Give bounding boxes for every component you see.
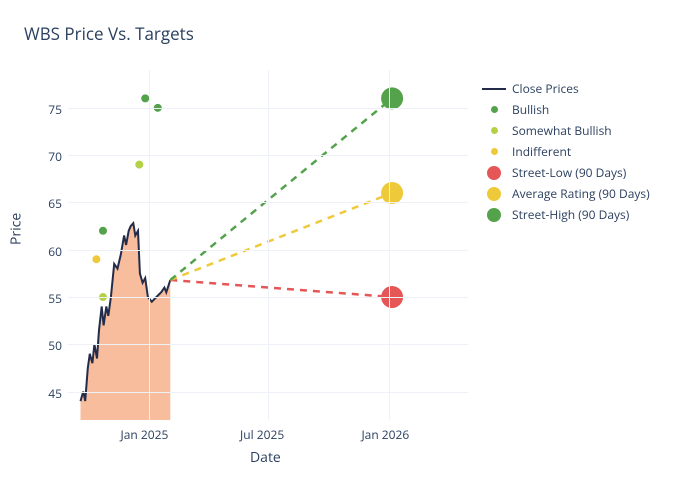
legend-symbol xyxy=(480,82,508,96)
legend-symbol xyxy=(480,208,508,222)
legend: Close Prices Bullish Somewhat Bullish Indif… xyxy=(480,80,650,227)
y-tick-label: 65 xyxy=(48,195,62,212)
y-tick-label: 50 xyxy=(48,337,62,354)
legend-label: Indifferent xyxy=(512,143,571,160)
legend-item: Close Prices xyxy=(480,80,650,97)
x-tick-label: Jan 2025 xyxy=(121,426,169,443)
y-tick-label: 70 xyxy=(48,148,62,165)
plot-area xyxy=(68,70,468,420)
y-tick-label: 60 xyxy=(48,243,62,260)
rating-dot xyxy=(99,227,107,235)
x-gridline xyxy=(268,70,269,420)
close-area xyxy=(81,223,171,420)
legend-label: Close Prices xyxy=(512,80,579,97)
legend-label: Somewhat Bullish xyxy=(512,122,612,139)
y-tick-label: 75 xyxy=(48,101,62,118)
x-axis-label: Date xyxy=(250,448,281,467)
legend-label: Street-Low (90 Days) xyxy=(512,164,626,181)
legend-label: Average Rating (90 Days) xyxy=(512,185,650,202)
legend-label: Street-High (90 Days) xyxy=(512,206,629,223)
y-axis-label: Price xyxy=(7,213,26,245)
legend-symbol xyxy=(480,187,508,201)
x-tick-label: Jan 2026 xyxy=(361,426,409,443)
rating-dot xyxy=(135,161,143,169)
legend-label: Bullish xyxy=(512,101,549,118)
target-marker xyxy=(381,182,403,204)
projection-line xyxy=(170,280,392,297)
projection-line xyxy=(170,98,392,280)
chart-title: WBS Price Vs. Targets xyxy=(24,22,194,45)
x-tick-label: Jul 2025 xyxy=(240,426,284,443)
legend-item: Somewhat Bullish xyxy=(480,122,650,139)
legend-symbol xyxy=(480,145,508,159)
legend-symbol xyxy=(480,166,508,180)
legend-symbol xyxy=(480,124,508,138)
projection-line xyxy=(170,193,392,280)
x-gridline xyxy=(149,70,150,420)
legend-symbol xyxy=(480,103,508,117)
x-gridline xyxy=(389,70,390,420)
legend-item: Bullish xyxy=(480,101,650,118)
target-marker xyxy=(381,87,403,109)
y-tick-label: 45 xyxy=(48,385,62,402)
y-tick-label: 55 xyxy=(48,290,62,307)
rating-dot xyxy=(92,255,100,263)
legend-item: Street-Low (90 Days) xyxy=(480,164,650,181)
legend-item: Indifferent xyxy=(480,143,650,160)
legend-item: Street-High (90 Days) xyxy=(480,206,650,223)
legend-item: Average Rating (90 Days) xyxy=(480,185,650,202)
